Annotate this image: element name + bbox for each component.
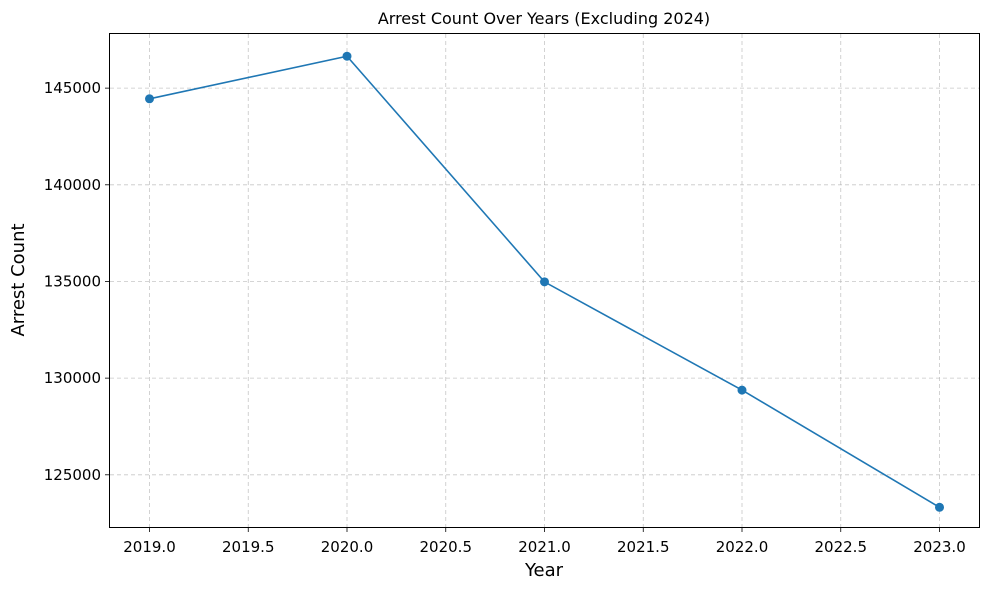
data-point [737,385,747,395]
x-tick-label: 2019.0 [123,538,176,556]
y-tick-label: 130000 [44,369,101,387]
x-tick-label: 2021.0 [518,538,571,556]
y-tick-label: 145000 [44,79,101,97]
x-tick-label: 2019.5 [222,538,275,556]
y-axis-label: Arrest Count [8,223,29,336]
y-tick-label: 125000 [44,466,101,484]
x-tick-label: 2022.5 [815,538,868,556]
x-tick-label: 2020.0 [321,538,374,556]
x-tick-label: 2020.5 [420,538,473,556]
x-tick-label: 2022.0 [716,538,769,556]
data-point [342,51,352,61]
chart-title: Arrest Count Over Years (Excluding 2024) [378,9,710,28]
y-tick-label: 135000 [44,272,101,290]
x-tick-label: 2021.5 [617,538,670,556]
x-axis: 2019.0 2019.5 2020.0 2020.5 2021.0 2021.5 2022… [123,527,966,556]
x-axis-label: Year [524,560,564,581]
data-point [935,502,944,512]
y-tick-label: 140000 [44,176,101,194]
y-axis: 125000 130000 135000 140000 145000 [44,79,110,484]
data-point [145,94,154,104]
series-layer [145,51,944,512]
data-point [540,277,549,287]
x-tick-label: 2023.0 [913,538,966,556]
